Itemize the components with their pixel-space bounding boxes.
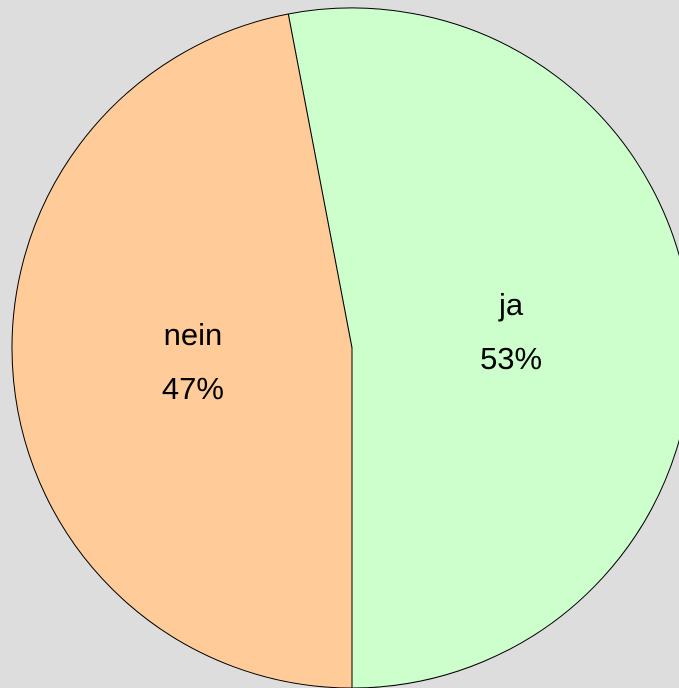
slice-value-label: 53% — [480, 341, 542, 376]
slice-label: nein — [164, 317, 223, 352]
slice-value-label: 47% — [162, 371, 224, 406]
pie-slice — [287, 7, 679, 688]
slice-label: ja — [498, 287, 524, 322]
pie-slice — [11, 13, 353, 688]
